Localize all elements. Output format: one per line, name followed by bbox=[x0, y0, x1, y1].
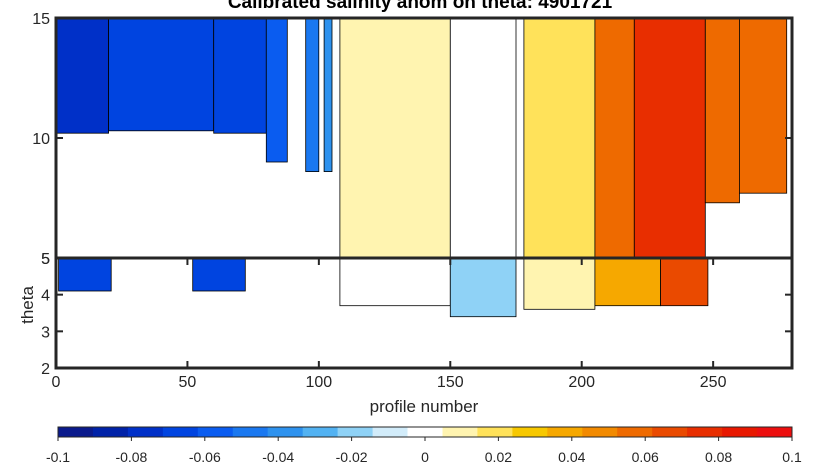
lower-heatmap-cell bbox=[192, 258, 246, 292]
colorbar-tick-label: 0.02 bbox=[485, 449, 512, 465]
upper-heatmap-cell bbox=[704, 18, 740, 204]
upper-y-tick-label: 15 bbox=[32, 11, 50, 28]
lower-y-tick-label: 3 bbox=[41, 324, 50, 341]
colorbar-segment bbox=[547, 427, 583, 437]
colorbar-segment bbox=[512, 427, 548, 437]
upper-panel: 5 10 15 bbox=[32, 11, 794, 268]
lower-heatmap-cell bbox=[594, 258, 662, 307]
colorbar-segment bbox=[617, 427, 653, 437]
upper-heatmap-cell bbox=[633, 18, 706, 258]
colorbar-tick-label: -0.02 bbox=[336, 449, 368, 465]
upper-heatmap-cell bbox=[108, 18, 215, 132]
colorbar-segment bbox=[477, 427, 513, 437]
upper-y-tick-label: 5 bbox=[41, 251, 50, 268]
colorbar-segment bbox=[58, 427, 94, 437]
lower-heatmap-cell bbox=[449, 258, 517, 318]
colorbar-segment bbox=[127, 427, 164, 437]
upper-heatmap-cell bbox=[265, 18, 288, 163]
colorbar-segment bbox=[407, 427, 443, 437]
colorbar-segment bbox=[302, 427, 339, 437]
colorbar-segment bbox=[372, 427, 409, 437]
colorbar-segment bbox=[93, 427, 129, 437]
upper-heatmap-cell bbox=[56, 18, 109, 134]
colorbar-segment bbox=[162, 427, 199, 437]
colorbar-tick-label: 0.06 bbox=[632, 449, 659, 465]
colorbar-tick-label: 0.08 bbox=[705, 449, 732, 465]
colorbar-tick-label: 0.04 bbox=[558, 449, 585, 465]
colorbar-tick-label: 0 bbox=[421, 449, 429, 465]
colorbar-segment bbox=[442, 427, 478, 437]
lower-heatmap-cell bbox=[58, 258, 112, 292]
x-tick-label: 250 bbox=[700, 374, 727, 391]
upper-heatmap-cell bbox=[739, 18, 788, 194]
lower-heatmap-cell bbox=[523, 258, 596, 310]
lower-y-tick-label: 5 bbox=[41, 251, 50, 268]
colorbar-tick-label: -0.06 bbox=[189, 449, 221, 465]
lower-panel: 2 3 4 5 0 50 100 150 200 250 bbox=[41, 251, 794, 391]
upper-heatmap-cell bbox=[323, 18, 333, 173]
colorbar-segment bbox=[652, 427, 688, 437]
lower-axes-frame bbox=[54, 256, 794, 370]
x-tick-label: 50 bbox=[179, 374, 197, 391]
colorbar-segment bbox=[722, 427, 758, 437]
x-tick-label: 100 bbox=[306, 374, 333, 391]
lower-heatmap-cell bbox=[660, 258, 709, 307]
colorbar-segment bbox=[757, 427, 793, 437]
upper-y-tick-label: 10 bbox=[32, 131, 50, 148]
colorbar-segment bbox=[232, 427, 269, 437]
upper-heatmap-cell bbox=[523, 18, 596, 258]
colorbar-segment bbox=[687, 427, 723, 437]
colorbar: -0.1 -0.08 -0.06 -0.04 -0.02 0 0.02 0.04 0.06 0.0… bbox=[46, 426, 802, 465]
colorbar-tick-label: -0.08 bbox=[115, 449, 147, 465]
upper-heatmap-cell bbox=[305, 18, 320, 173]
y-axis-label: theta bbox=[18, 286, 37, 324]
upper-heatmap-cell bbox=[449, 18, 517, 258]
x-tick-label: 0 bbox=[52, 374, 61, 391]
chart-title: Calibrated salinity anom on theta: 49017… bbox=[228, 0, 613, 13]
colorbar-segment bbox=[582, 427, 618, 437]
x-axis-label: profile number bbox=[370, 397, 479, 416]
colorbar-tick-label: -0.1 bbox=[46, 449, 70, 465]
x-tick-label: 150 bbox=[437, 374, 464, 391]
lower-heatmap-cell bbox=[339, 258, 451, 307]
colorbar-segment bbox=[267, 427, 304, 437]
lower-y-tick-label: 2 bbox=[41, 361, 50, 378]
x-tick-label: 200 bbox=[568, 374, 595, 391]
colorbar-tick-label: -0.04 bbox=[262, 449, 294, 465]
lower-y-tick-label: 4 bbox=[41, 288, 50, 305]
upper-heatmap-cell bbox=[594, 18, 635, 258]
colorbar-tick-label: 0.1 bbox=[782, 449, 802, 465]
colorbar-segment bbox=[337, 427, 374, 437]
colorbar-segment bbox=[197, 427, 234, 437]
upper-heatmap-cell bbox=[339, 18, 451, 258]
upper-heatmap-cell bbox=[213, 18, 267, 134]
